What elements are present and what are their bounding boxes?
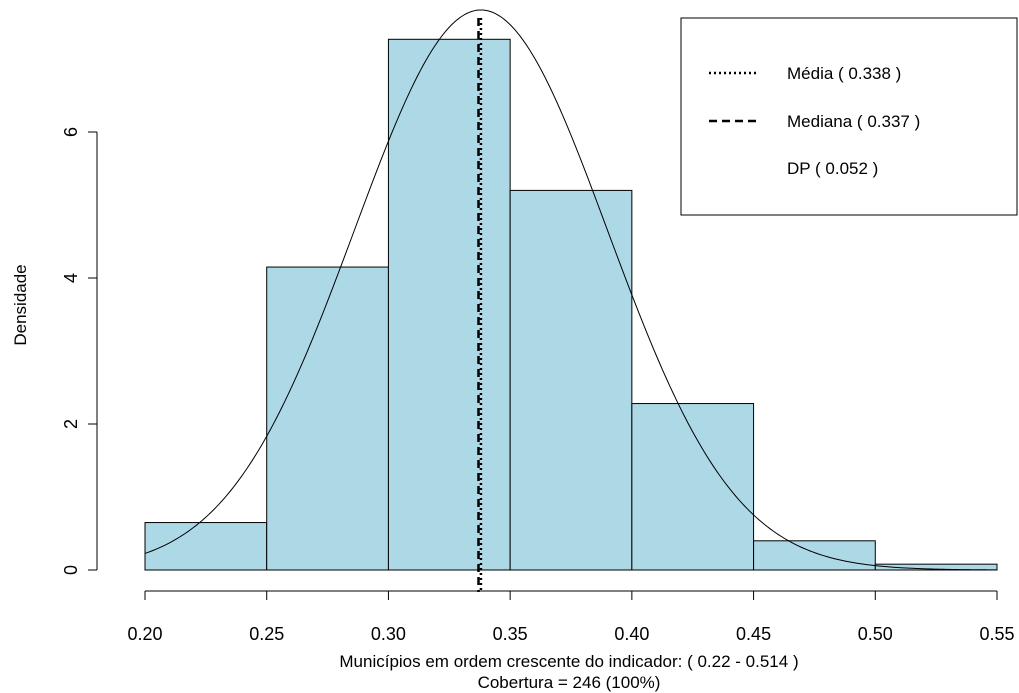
histogram-bar xyxy=(874,563,998,571)
y-tick-label: 6 xyxy=(61,127,81,137)
y-axis: 0 2 4 6 xyxy=(61,127,98,575)
legend-sd-label: DP ( 0.052 ) xyxy=(787,159,878,178)
x-axis-title: Municípios em ordem crescente do indicad… xyxy=(339,652,798,671)
x-axis-subtitle: Cobertura = 246 (100%) xyxy=(478,673,661,692)
histogram-bar xyxy=(387,38,511,571)
y-tick-label: 2 xyxy=(61,419,81,429)
legend: Média ( 0.338 ) Mediana ( 0.337 ) DP ( 0… xyxy=(680,17,1018,216)
histogram-bar xyxy=(266,266,389,571)
y-tick-label: 4 xyxy=(61,273,81,283)
legend-mean-label: Média ( 0.338 ) xyxy=(787,64,901,83)
histogram-bar xyxy=(631,403,755,571)
bars-group xyxy=(144,38,998,571)
x-tick-label: 0.35 xyxy=(493,624,528,644)
x-tick-label: 0.40 xyxy=(614,624,649,644)
legend-median-label: Mediana ( 0.337 ) xyxy=(787,112,920,131)
histogram-bar xyxy=(753,540,876,571)
x-tick-label: 0.50 xyxy=(858,624,893,644)
x-axis: 0.20 0.25 0.30 0.35 0.40 0.45 0.50 0.55 xyxy=(127,590,1015,644)
x-tick-label: 0.20 xyxy=(127,624,162,644)
histogram-bar xyxy=(144,522,268,571)
x-tick-label: 0.25 xyxy=(249,624,284,644)
legend-box xyxy=(680,17,1018,216)
x-tick-label: 0.45 xyxy=(736,624,771,644)
x-tick-label: 0.30 xyxy=(371,624,406,644)
y-tick-label: 0 xyxy=(61,565,81,575)
x-tick-label: 0.55 xyxy=(979,624,1014,644)
normal-density-curve xyxy=(144,9,998,571)
histogram-bar xyxy=(509,189,633,571)
y-axis-title: Densidade xyxy=(11,264,30,345)
